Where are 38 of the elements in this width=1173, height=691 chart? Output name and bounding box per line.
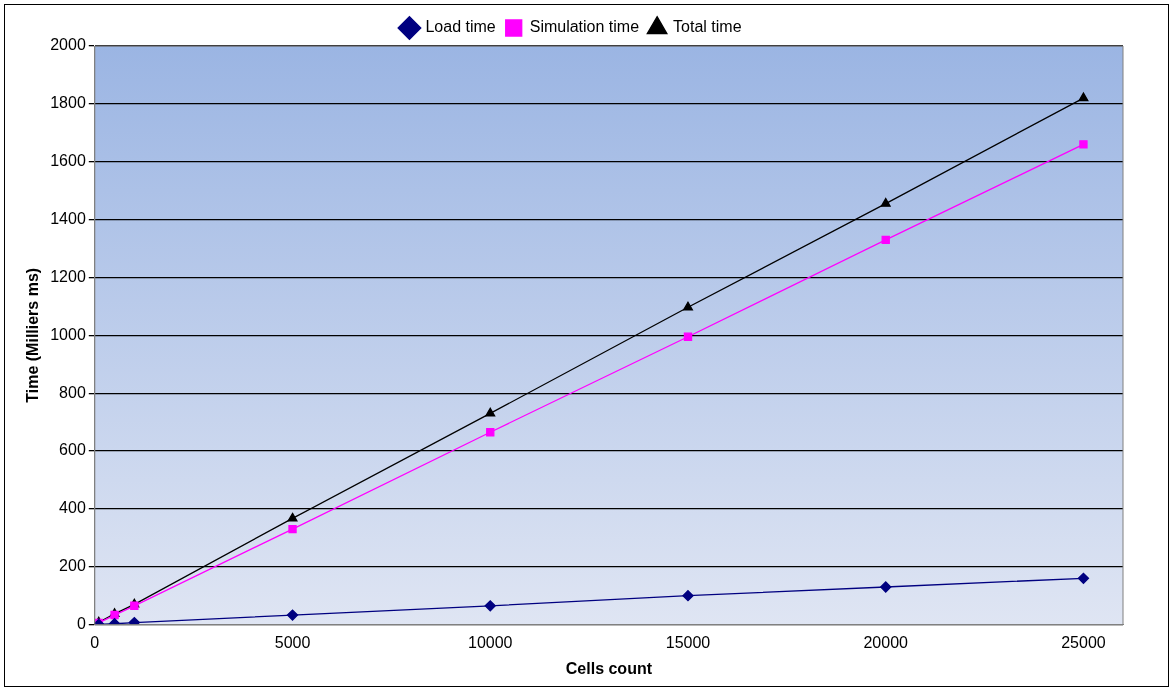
legend-label: Simulation time (529, 18, 640, 36)
point (128, 616, 140, 625)
x-tick-label: 20000 (863, 633, 909, 651)
point (1078, 92, 1089, 102)
x-axis-title: Cells count (565, 659, 653, 677)
y-tick-label: 1800 (50, 94, 86, 112)
y-tick-label: 800 (59, 383, 86, 401)
point (484, 600, 496, 612)
legend-label: Total time (673, 18, 742, 36)
x-tick-label: 15000 (665, 633, 711, 651)
point (881, 235, 890, 245)
y-tick-label: 1000 (50, 325, 86, 343)
point (287, 512, 298, 522)
y-tick-label: 2000 (50, 36, 86, 54)
point (683, 332, 693, 341)
point (288, 524, 297, 534)
point (486, 428, 495, 437)
y-tick-label: 400 (59, 499, 86, 517)
point (683, 301, 693, 311)
y-tick-label: 600 (59, 441, 86, 459)
point (880, 581, 892, 593)
point (880, 198, 891, 207)
x-tick-label: 5000 (274, 633, 311, 651)
y-tick-label: 200 (59, 557, 86, 575)
x-tick-label: 0 (90, 633, 100, 651)
legend-label: Load time (425, 18, 496, 36)
y-tick-label: 0 (76, 615, 86, 633)
y-axis-title: Time (Milliers ms) (24, 267, 42, 403)
x-tick-label: 25000 (1061, 633, 1106, 651)
point (1077, 572, 1090, 584)
point (682, 590, 694, 602)
x-tick-label: 10000 (468, 633, 513, 651)
y-tick-label: 1200 (50, 267, 86, 285)
point (286, 609, 299, 621)
y-tick-label: 1600 (50, 152, 86, 170)
y-tick-label: 1400 (50, 209, 86, 227)
point (485, 407, 496, 417)
point (1079, 140, 1088, 149)
